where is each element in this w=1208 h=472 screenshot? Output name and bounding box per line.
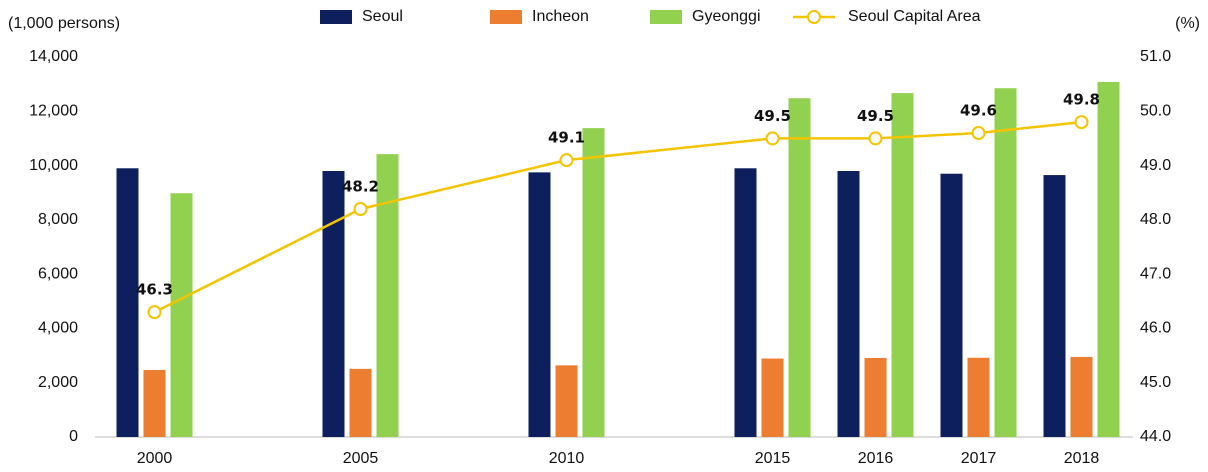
bar	[864, 358, 887, 437]
bar	[1097, 81, 1120, 437]
bar	[891, 93, 914, 437]
line-marker	[1074, 115, 1089, 130]
data-label: 49.5	[754, 107, 791, 125]
bar	[761, 358, 784, 437]
bar	[349, 368, 372, 437]
legend-label: Seoul	[362, 8, 403, 25]
x-tick-label: 2018	[1064, 450, 1100, 467]
y2-tick-label: 44.0	[1140, 428, 1171, 445]
bar	[582, 128, 605, 437]
legend-marker	[807, 10, 821, 24]
data-label: 46.3	[136, 281, 173, 299]
x-tick-label: 2010	[549, 450, 585, 467]
line-marker	[971, 126, 986, 140]
legend-label: Incheon	[532, 8, 589, 25]
bar	[788, 98, 811, 437]
y-axis-label: (1,000 persons)	[8, 15, 120, 32]
x-tick-label: 2017	[961, 450, 997, 467]
line-marker	[559, 153, 574, 168]
y2-tick-label: 50.0	[1140, 103, 1171, 120]
data-label: 48.2	[342, 178, 379, 196]
bar	[967, 357, 990, 437]
y-tick-label: 2,000	[38, 374, 78, 391]
y-tick-label: 4,000	[38, 320, 78, 337]
y2-tick-label: 51.0	[1140, 48, 1171, 65]
y2-tick-label: 45.0	[1140, 374, 1171, 391]
legend-swatch	[320, 10, 352, 24]
y-tick-label: 6,000	[38, 265, 78, 282]
bar	[116, 168, 139, 438]
legend-swatch	[650, 10, 682, 24]
legend-swatch	[490, 10, 522, 24]
y-tick-label: 8,000	[38, 211, 78, 228]
y2-tick-label: 47.0	[1140, 265, 1171, 282]
line-segment	[566, 137, 773, 162]
x-tick-label: 2005	[343, 450, 379, 467]
bar	[322, 171, 345, 437]
line-segment	[360, 158, 567, 211]
bar	[143, 369, 166, 437]
bar	[940, 173, 963, 437]
y-tick-label: 0	[69, 428, 78, 445]
line-segment	[153, 207, 362, 314]
line-segment	[978, 120, 1082, 135]
bar	[994, 88, 1017, 437]
x-tick-label: 2000	[137, 450, 173, 467]
y-tick-label: 12,000	[29, 103, 78, 120]
y-tick-label: 14,000	[29, 48, 78, 65]
legend-label: Seoul Capital Area	[848, 8, 981, 25]
legend-label: Gyeonggi	[692, 8, 761, 25]
line-marker	[868, 131, 883, 146]
bar	[528, 172, 551, 437]
y2-axis-label: (%)	[1175, 15, 1200, 32]
y-tick-label: 10,000	[29, 157, 78, 174]
data-label: 49.6	[960, 102, 997, 120]
line-marker	[765, 131, 780, 146]
data-label: 49.8	[1063, 91, 1100, 109]
data-label: 49.1	[548, 129, 585, 147]
bar	[555, 365, 578, 437]
data-label: 49.5	[857, 107, 894, 125]
bar	[734, 168, 757, 438]
bar	[170, 193, 193, 437]
line-marker	[353, 202, 368, 216]
y2-tick-label: 49.0	[1140, 157, 1171, 174]
y2-tick-label: 46.0	[1140, 320, 1171, 337]
bar	[376, 154, 399, 437]
bar	[1070, 356, 1093, 437]
y2-tick-label: 48.0	[1140, 211, 1171, 228]
x-tick-label: 2015	[755, 450, 791, 467]
line-marker	[147, 305, 162, 320]
bar	[1043, 175, 1066, 438]
x-tick-label: 2016	[858, 450, 894, 467]
bar	[837, 171, 860, 437]
line-segment	[875, 131, 979, 140]
